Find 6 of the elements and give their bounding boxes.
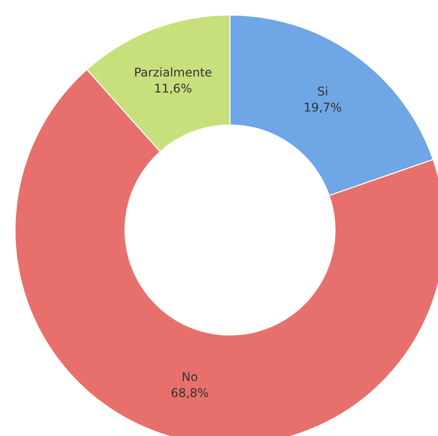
slice-label: No (182, 370, 198, 384)
data-label: 68,8% (170, 386, 209, 400)
slice-label: Si (317, 84, 328, 99)
slice-label: Parzialmente (134, 65, 212, 80)
data-label: 11,6% (154, 81, 192, 96)
data-label: 19,7% (304, 100, 342, 115)
